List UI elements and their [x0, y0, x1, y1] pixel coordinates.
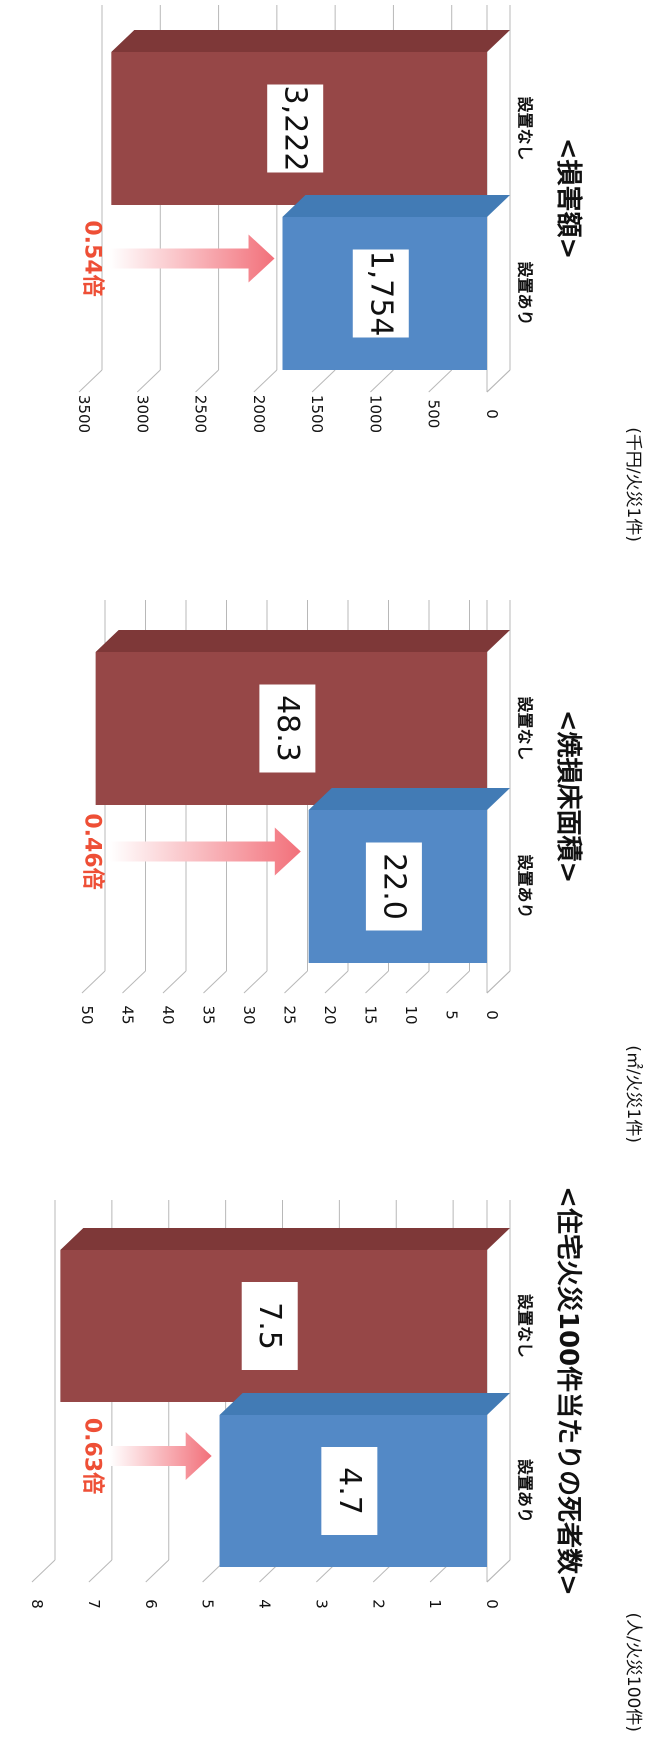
- tick-label: 45: [119, 1005, 137, 1024]
- tick-label: 0: [483, 1010, 501, 1020]
- grid-floor-3: [365, 970, 389, 994]
- category-label: 設置あり: [516, 261, 535, 325]
- grid-floor-2: [405, 970, 430, 994]
- bar-with: 1,754: [282, 195, 510, 370]
- tick-label: 2: [369, 1599, 387, 1609]
- data-label: 1,754: [363, 251, 398, 337]
- tick-label: 6: [142, 1599, 160, 1609]
- category-label: 設置なし: [516, 96, 535, 160]
- grid-floor-6: [243, 970, 268, 994]
- data-label: 7.5: [252, 1302, 287, 1350]
- ratio-label: 0.46倍: [80, 813, 106, 889]
- bar-top: [111, 30, 510, 52]
- data-label: 48.3: [270, 695, 305, 762]
- chart-1: 0 1 2 3 4 5 6 7 8 (人/火災100件) 7.5 設置なし 4.7 設置あり 0.63倍 <住…: [28, 1186, 643, 1732]
- unit-label: (千円/火災1件): [623, 427, 643, 542]
- tick-label: 40: [159, 1005, 177, 1024]
- grid-floor-3: [311, 369, 336, 393]
- grid-floor-5: [195, 369, 219, 393]
- grid-floor-1: [428, 369, 453, 393]
- ratio-arrow: [110, 234, 275, 283]
- baseline-corner: [486, 369, 511, 393]
- grid-floor-4: [324, 970, 349, 994]
- chart-title: <損害額>: [553, 138, 584, 260]
- bar-top: [60, 1228, 510, 1250]
- grid-floor-7: [88, 1559, 113, 1583]
- bar-with: 4.7: [219, 1393, 510, 1567]
- chart-title: <焼損床面積>: [553, 710, 584, 884]
- tick-label: 1000: [366, 395, 384, 433]
- unit-label: (㎡/火災1件): [623, 1045, 643, 1143]
- baseline-corner: [486, 1559, 511, 1583]
- ratio-label: 0.54倍: [80, 220, 106, 296]
- tick-label: 0: [483, 409, 501, 419]
- grid-floor-10: [81, 970, 106, 994]
- chart-2: 0 5 10 15 20 25 30 35 40 45 50 (㎡/火災1件) 48.3 設置なし 22.0…: [78, 600, 643, 1143]
- ratio-arrow: [110, 1432, 212, 1480]
- data-label: 22.0: [376, 853, 411, 920]
- tick-label: 1: [426, 1599, 444, 1609]
- bar-without: 48.3: [95, 630, 511, 805]
- grid-floor-9: [122, 970, 146, 994]
- category-label: 設置なし: [516, 696, 535, 760]
- tick-label: 8: [28, 1599, 46, 1609]
- tick-label: 35: [200, 1005, 218, 1024]
- bar-top: [282, 195, 510, 217]
- tick-label: 1500: [308, 395, 326, 433]
- grid-floor-6: [145, 1559, 170, 1583]
- data-label-box: [241, 1282, 298, 1370]
- grid-floor-7: [78, 369, 103, 393]
- ratio-label: 0.63倍: [80, 1418, 106, 1494]
- baseline-corner: [486, 970, 511, 994]
- grid-floor-4: [253, 369, 278, 393]
- data-label-box: [365, 842, 422, 931]
- grid-floor-6: [136, 369, 161, 393]
- tick-label: 15: [362, 1005, 380, 1024]
- data-label-box: [321, 1447, 378, 1535]
- bar-top: [219, 1393, 510, 1415]
- grid-floor-8: [31, 1559, 56, 1583]
- category-label: 設置あり: [516, 854, 535, 918]
- tick-label: 50: [78, 1005, 96, 1024]
- tick-label: 4: [256, 1599, 274, 1609]
- bar-with: 22.0: [308, 788, 510, 963]
- data-label: 3,222: [278, 86, 313, 172]
- chart-3: 0 500 1000 1500 2000 2500 3000 3500 (千円/火災1件) 3,2…: [75, 5, 643, 542]
- bar-without: 3,222: [111, 30, 510, 205]
- tick-label: 20: [321, 1005, 339, 1024]
- data-label: 4.7: [332, 1467, 367, 1515]
- tick-label: 30: [240, 1005, 258, 1024]
- unit-label: (人/火災100件): [623, 1613, 643, 1732]
- category-label: 設置なし: [516, 1294, 535, 1358]
- bar-top: [308, 788, 510, 810]
- tick-label: 25: [281, 1005, 299, 1024]
- tick-label: 3500: [75, 395, 93, 433]
- chart-title: <住宅火災100件当たりの死者数>: [553, 1186, 584, 1596]
- data-label-box: [267, 84, 324, 173]
- tick-label: 3: [312, 1599, 330, 1609]
- grid-floor-7: [203, 970, 227, 994]
- data-label-box: [352, 249, 409, 338]
- ratio-arrow: [110, 827, 301, 876]
- grid-floor-1: [446, 970, 470, 994]
- category-label: 設置あり: [516, 1459, 535, 1523]
- data-label-box: [259, 684, 316, 773]
- tick-label: 500: [425, 400, 443, 429]
- bar-without: 7.5: [60, 1228, 510, 1402]
- tick-label: 2000: [250, 395, 268, 433]
- tick-label: 0: [483, 1599, 501, 1609]
- bar-top: [95, 630, 511, 652]
- grid-floor-8: [162, 970, 187, 994]
- grid-floor-2: [370, 369, 394, 393]
- grid-floor-5: [284, 970, 308, 994]
- tick-label: 3000: [133, 395, 151, 433]
- tick-label: 5: [443, 1010, 461, 1020]
- tick-label: 10: [402, 1005, 420, 1024]
- tick-label: 7: [85, 1599, 103, 1609]
- tick-label: 5: [199, 1599, 217, 1609]
- tick-label: 2500: [192, 395, 210, 433]
